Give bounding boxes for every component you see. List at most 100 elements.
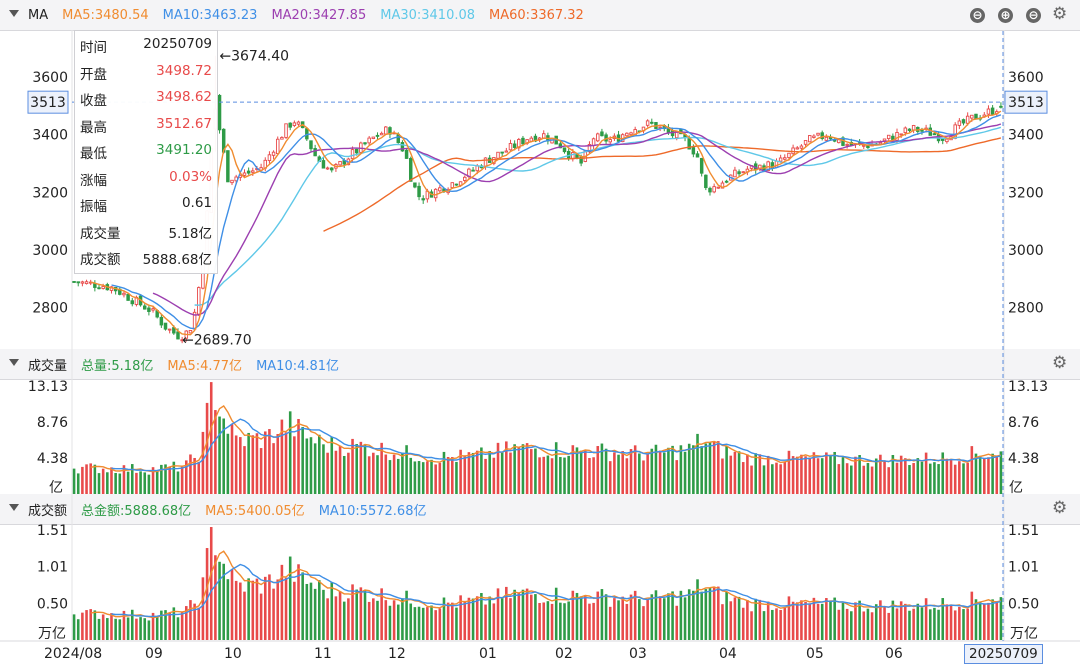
volume-bar (937, 464, 940, 494)
amount-bar (854, 602, 857, 640)
candle-body (122, 292, 126, 296)
amount-bar (172, 607, 176, 640)
volume-bar (455, 461, 458, 494)
amount-bar (874, 604, 878, 640)
candle-body (716, 186, 721, 189)
volume-bar (396, 458, 400, 494)
candle-body (338, 160, 342, 166)
candle-body (629, 132, 633, 136)
volume-bar (160, 464, 163, 494)
amount-bar (351, 584, 354, 640)
volume-bar (534, 448, 537, 494)
candle-body (159, 316, 164, 326)
volume-bar (904, 458, 907, 494)
amount-bar (268, 574, 271, 640)
amount-bar (908, 610, 911, 640)
volume-bar (808, 457, 812, 494)
x-tick-label: 05 (806, 646, 824, 662)
amount-tick-right: 1.51 (1008, 523, 1039, 539)
volume-bar (135, 472, 138, 494)
volume-bar (775, 462, 778, 494)
candle-body (803, 140, 808, 145)
candle-body (720, 182, 725, 189)
amount-bar (239, 582, 242, 640)
amount-bar (546, 601, 550, 640)
candle-body (180, 339, 184, 342)
volume-bar (259, 448, 263, 494)
amount-bar (76, 619, 80, 640)
candle-body (500, 151, 504, 154)
minus-icon[interactable]: ⊖ (970, 8, 985, 23)
volume-bar (342, 455, 346, 494)
volume-bar (708, 442, 712, 494)
volume-bar (101, 468, 105, 494)
volume-bar (928, 463, 932, 494)
amount-bar (322, 589, 325, 640)
candle-body (230, 179, 234, 184)
candle-body (795, 147, 800, 150)
amount-bar (214, 555, 217, 640)
volume-bar (392, 454, 396, 494)
tooltip-row: 最低 3491.20 (80, 137, 212, 163)
volume-bar (305, 438, 309, 494)
volume-bar (214, 410, 217, 494)
volume-bar (717, 441, 720, 494)
volume-bar (467, 452, 471, 494)
volume-bar (804, 456, 807, 494)
candle-body (895, 132, 899, 141)
tooltip-label: 涨幅 (80, 172, 107, 189)
collapse-arrow-icon[interactable] (9, 10, 19, 17)
volume-bar (679, 445, 683, 494)
gear-icon[interactable]: ⚙ (1052, 353, 1068, 373)
collapse-arrow-icon[interactable] (9, 504, 19, 511)
volume-bar (958, 461, 961, 494)
volume-header: 成交量 总量:5.18亿 MA5:4.77亿 MA10:4.81亿 ⚙ (0, 349, 1080, 380)
x-tick-label: 11 (314, 646, 332, 662)
amount-bar (488, 596, 491, 640)
amount-bar (712, 587, 716, 640)
volume-ma10-line (111, 418, 1002, 472)
amount-bar (554, 587, 558, 640)
amount-bar (421, 607, 425, 640)
volume-bar (945, 458, 949, 494)
candle-body (246, 170, 251, 174)
volume-bar (409, 457, 413, 494)
gear-icon[interactable]: ⚙ (1052, 4, 1068, 24)
amount-bar (795, 602, 799, 640)
volume-tick-left: 13.13 (28, 379, 68, 395)
volume-unit-right: 亿 (1009, 480, 1023, 496)
volume-bar (521, 444, 525, 494)
amount-bar (953, 610, 957, 640)
volume-bar (155, 471, 159, 494)
candle-body (375, 134, 380, 137)
amount-bar (567, 601, 570, 640)
tooltip-row: 收盘 3498.62 (80, 84, 212, 110)
amount-bar (110, 613, 113, 640)
amount-bar (401, 598, 404, 640)
volume-bar (962, 463, 965, 494)
amount-bar (741, 607, 745, 640)
volume-bar (193, 457, 196, 494)
plus-icon[interactable]: ⊕ (998, 8, 1013, 23)
amount-bar (342, 601, 346, 640)
volume-bar (451, 457, 454, 494)
candle-body (421, 198, 425, 201)
gear-icon[interactable]: ⚙ (1052, 498, 1068, 518)
amount-title[interactable]: 成交额 (28, 503, 68, 519)
amount-bar (737, 596, 741, 640)
candle-body (84, 281, 89, 285)
remove-icon[interactable]: ⊖ (1026, 8, 1041, 23)
indicator-name[interactable]: MA (28, 7, 49, 23)
amount-bar (509, 598, 512, 640)
volume-title[interactable]: 成交量 (28, 358, 68, 374)
amount-bar (359, 587, 363, 640)
amount-bar (367, 601, 371, 640)
collapse-arrow-icon[interactable] (9, 359, 19, 366)
amount-bar (201, 577, 205, 640)
amount-bar (588, 603, 591, 640)
amount-bar (999, 597, 1003, 640)
volume-bar (230, 424, 234, 494)
volume-bar (746, 454, 749, 494)
volume-bar (908, 465, 911, 494)
